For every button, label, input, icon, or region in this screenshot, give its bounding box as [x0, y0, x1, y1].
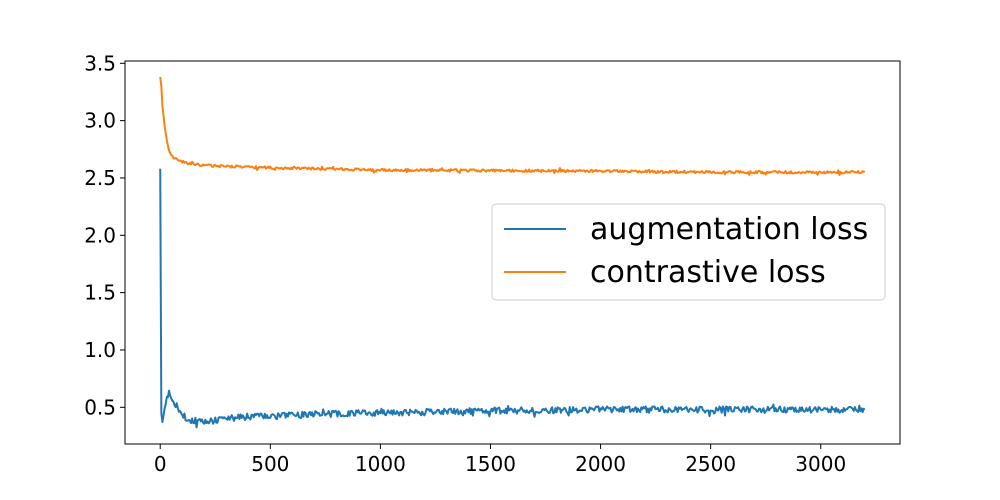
legend-label: contrastive loss: [590, 255, 826, 290]
x-tick-label: 0: [154, 452, 167, 476]
x-tick-label: 500: [251, 452, 289, 476]
legend-box: [491, 203, 886, 301]
x-tick-label: 1000: [355, 452, 406, 476]
y-tick-label: 3.5: [84, 51, 116, 75]
x-tick-label: 2500: [685, 452, 736, 476]
series-line-contrastive-loss: [159, 76, 866, 176]
y-tick-label: 3.0: [84, 109, 116, 133]
x-tick-label: 2000: [575, 452, 626, 476]
y-tick-label: 2.5: [84, 166, 116, 190]
legend-label: augmentation loss: [590, 212, 868, 247]
y-tick-label: 0.5: [84, 395, 116, 419]
x-tick-label: 3000: [795, 452, 846, 476]
x-tick-label: 1500: [465, 452, 516, 476]
plot-frame: [124, 60, 901, 445]
legend: augmentation loss contrastive loss: [491, 203, 886, 301]
y-tick-label: 2.0: [84, 223, 116, 247]
series-line-augmentation-loss: [159, 168, 866, 429]
series-layer: [159, 76, 866, 429]
y-tick-label: 1.5: [84, 281, 116, 305]
y-tick-label: 1.0: [84, 338, 116, 362]
axis-layer: 0 500 1000 1500 2000 2500 3000 0.5 1.0 1.5 2.0 2.5 3…: [84, 51, 846, 476]
